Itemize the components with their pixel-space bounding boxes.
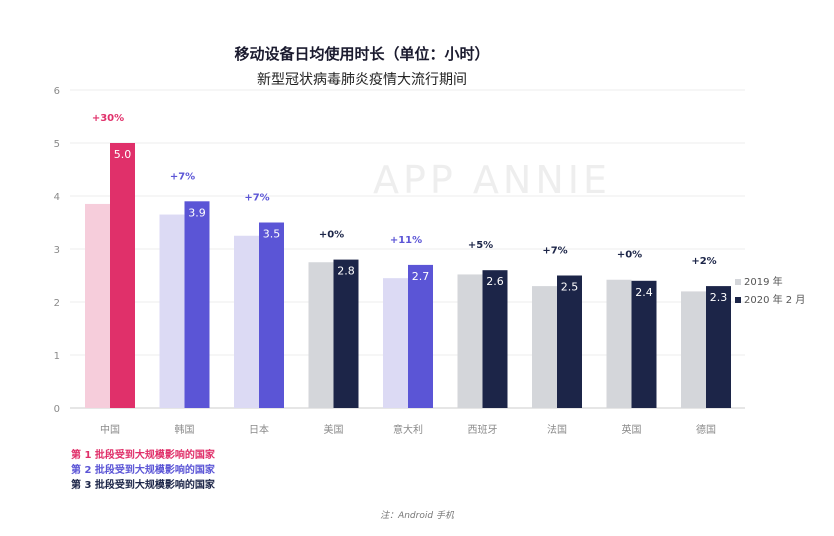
data-label: 2.6 <box>486 275 504 288</box>
bar-2019 <box>234 235 259 408</box>
bar-2019 <box>606 279 632 408</box>
legend-swatch <box>735 279 741 285</box>
wave-legend-2: 第 2 批段受到大规模影响的国家 <box>71 465 215 476</box>
y-tick-label: 4 <box>54 192 60 203</box>
change-label: +0% <box>319 230 344 241</box>
bar-2020-feb <box>408 264 433 408</box>
y-tick-label: 1 <box>54 351 60 362</box>
watermark-text: APP ANNIE <box>373 158 611 202</box>
bar-2019 <box>532 286 557 408</box>
bar-2019 <box>85 203 110 408</box>
legend-label: 2020 年 2 月 <box>744 293 805 306</box>
bar-2019 <box>681 291 706 408</box>
bar-2020-feb <box>706 286 731 408</box>
x-tick-label: 德国 <box>696 423 716 436</box>
x-tick-label: 美国 <box>324 423 344 436</box>
bar-2020-feb <box>259 222 284 408</box>
x-tick-label: 法国 <box>547 423 567 436</box>
x-tick-label: 韩国 <box>175 423 195 436</box>
x-tick-label: 英国 <box>622 423 642 436</box>
bar-2019 <box>457 274 483 408</box>
y-tick-label: 2 <box>54 298 60 309</box>
bar-2020-feb <box>557 275 582 408</box>
x-tick-label: 西班牙 <box>468 424 498 436</box>
y-tick-label: 0 <box>54 404 60 415</box>
x-tick-label: 中国 <box>100 423 120 436</box>
bar-2019 <box>383 278 408 408</box>
bar-2020-feb <box>184 201 210 408</box>
wave-legend-1: 第 1 批段受到大规模影响的国家 <box>71 450 215 461</box>
footnote: 注：Android 手机 <box>380 511 454 521</box>
change-label: +0% <box>617 250 642 261</box>
data-label: 5.0 <box>114 148 132 161</box>
y-tick-label: 5 <box>54 139 60 150</box>
chart-title: 移动设备日均使用时长（单位：小时） <box>234 45 490 63</box>
x-tick-label: 日本 <box>249 423 269 436</box>
change-label: +7% <box>542 246 567 257</box>
change-label: +2% <box>691 256 716 267</box>
x-tick-label: 意大利 <box>393 423 423 436</box>
data-label: 3.5 <box>263 228 281 241</box>
data-label: 3.9 <box>188 206 206 219</box>
chart-subtitle: 新型冠状病毒肺炎疫情大流行期间 <box>257 72 467 88</box>
bar-2020-feb <box>333 259 359 408</box>
legend-label: 2019 年 <box>744 275 783 288</box>
data-label: 2.8 <box>337 265 355 278</box>
bar-2019 <box>159 214 185 408</box>
change-label: +7% <box>244 193 269 204</box>
wave-legend-3: 第 3 批段受到大规模影响的国家 <box>71 480 215 491</box>
bar-2019 <box>308 262 334 408</box>
change-label: +5% <box>468 240 493 251</box>
data-label: 2.3 <box>710 291 728 304</box>
change-label: +11% <box>390 235 422 246</box>
y-tick-label: 6 <box>54 86 60 97</box>
data-label: 2.7 <box>412 270 430 283</box>
change-label: +7% <box>170 171 195 182</box>
change-label: +30% <box>92 113 124 124</box>
y-tick-label: 3 <box>54 245 60 256</box>
data-label: 2.5 <box>561 281 579 294</box>
bar-2020-feb <box>631 280 657 408</box>
legend-swatch <box>735 297 741 303</box>
bar-2020-feb <box>110 143 135 408</box>
data-label: 2.4 <box>635 286 653 299</box>
bar-2020-feb <box>482 270 508 408</box>
